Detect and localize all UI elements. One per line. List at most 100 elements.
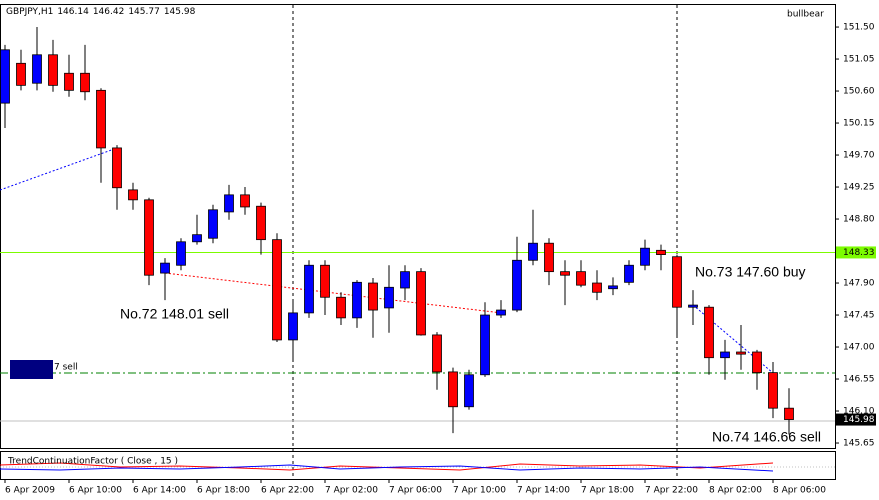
candle-body: [112, 147, 122, 189]
level-label-box: [836, 246, 876, 259]
candle-body: [752, 351, 762, 374]
open-value: 146.14: [57, 7, 89, 17]
candle-body: [688, 304, 698, 308]
subwindow-frame: [0, 451, 836, 480]
candle-body: [416, 271, 426, 336]
x-tick-label: 7 Apr 18:00: [581, 486, 634, 496]
annotation: No.74 146.66 sell: [712, 429, 821, 445]
candle-body: [304, 264, 314, 314]
y-tick-label: 148.80: [843, 215, 875, 225]
candle-body: [720, 351, 730, 359]
candle-body: [352, 281, 362, 319]
x-tick-label: 6 Apr 10:00: [69, 486, 122, 496]
y-tick-label: 149.25: [843, 183, 875, 193]
indicator-line: [0, 462, 774, 471]
symbol: GBPJPY,H1: [6, 7, 54, 17]
candle-body: [80, 72, 90, 93]
trade-line: [0, 147, 118, 191]
x-tick-label: 6 Apr 22:00: [261, 486, 314, 496]
candle-body: [256, 205, 266, 241]
candle-body: [784, 407, 794, 420]
x-tick-label: 7 Apr 10:00: [453, 486, 506, 496]
candle-body: [464, 374, 474, 408]
candle-body: [320, 264, 330, 298]
candle-body: [240, 194, 250, 208]
y-tick-label: 147.00: [843, 343, 875, 353]
candle-body: [208, 209, 218, 239]
candle-body: [384, 286, 394, 309]
annotation: No.73 147.60 buy: [695, 264, 806, 280]
x-tick-label: 6 Apr 18:00: [197, 486, 250, 496]
x-tick-label: 7 Apr 14:00: [517, 486, 570, 496]
y-tick-label: 149.70: [843, 151, 875, 161]
y-tick-label: 150.60: [843, 87, 875, 97]
candle-body: [224, 194, 234, 213]
price-label: 145.98: [843, 415, 875, 425]
indicator-line: [0, 464, 774, 472]
candle-body: [448, 371, 458, 408]
y-tick-label: 146.55: [843, 375, 875, 385]
candle-body: [176, 241, 186, 266]
candle-body: [768, 372, 778, 409]
x-tick-label: 7 Apr 02:00: [325, 486, 378, 496]
candle-body: [592, 282, 602, 293]
candle-body: [528, 242, 538, 261]
price-label-box: [836, 413, 876, 426]
indicator-name: bullbear: [787, 10, 824, 20]
candle-body: [608, 285, 618, 290]
y-tick-label: 146.10: [843, 407, 875, 417]
x-tick-label: 8 Apr 06:00: [773, 486, 826, 496]
level-label: 148.33: [843, 248, 875, 258]
candle-body: [704, 306, 714, 359]
trade-line: [164, 272, 503, 314]
subwindow-title: TrendContinuationFactor ( Close , 15 ): [7, 457, 178, 467]
x-tick-label: 6 Apr 14:00: [133, 486, 186, 496]
candle-body: [496, 309, 506, 316]
candle-body: [736, 351, 746, 355]
y-tick-label: 145.65: [843, 439, 875, 449]
candle-body: [400, 271, 410, 289]
x-tick-label: 8 Apr 02:00: [709, 486, 762, 496]
y-tick-label: 147.45: [843, 311, 875, 321]
y-tick-label: 147.90: [843, 279, 875, 289]
candle-body: [576, 271, 586, 286]
annotation: No.72 148.01 sell: [120, 306, 229, 322]
candle-body: [560, 271, 570, 276]
low-value: 145.77: [128, 7, 160, 17]
candle-body: [48, 54, 58, 86]
candle-body: [288, 312, 298, 341]
candle-body: [0, 49, 10, 104]
candle-body: [64, 72, 74, 91]
x-tick-label: 7 Apr 22:00: [645, 486, 698, 496]
candle-body: [96, 89, 106, 149]
candle-body: [432, 334, 442, 373]
candle-body: [272, 239, 282, 341]
candle-body: [672, 256, 682, 308]
candle-body: [512, 259, 522, 311]
candle-body: [368, 282, 378, 311]
candle-body: [144, 199, 154, 276]
candle-body: [32, 54, 42, 84]
y-tick-label: 151.50: [843, 23, 875, 33]
y-tick-label: 151.05: [843, 55, 875, 65]
candle-body: [160, 262, 170, 274]
candle-body: [192, 234, 202, 243]
candle-body: [16, 62, 26, 86]
candle-body: [624, 264, 634, 283]
header: GBPJPY,H1 146.14 146.42 145.77 145.98: [6, 6, 199, 18]
candle-body: [128, 189, 138, 201]
close-value: 145.98: [163, 7, 196, 17]
plot-frame: [0, 4, 836, 449]
high-value: 146.42: [92, 7, 125, 17]
candle-body: [640, 247, 650, 266]
y-tick-label: 150.15: [843, 119, 875, 129]
candle-body: [336, 296, 346, 319]
candle-body: [656, 249, 666, 255]
x-tick-label: 6 Apr 2009: [5, 486, 55, 496]
annotation: 7 sell: [54, 363, 78, 373]
x-tick-label: 7 Apr 06:00: [389, 486, 442, 496]
label-box: [10, 360, 53, 379]
candle-body: [480, 314, 490, 376]
